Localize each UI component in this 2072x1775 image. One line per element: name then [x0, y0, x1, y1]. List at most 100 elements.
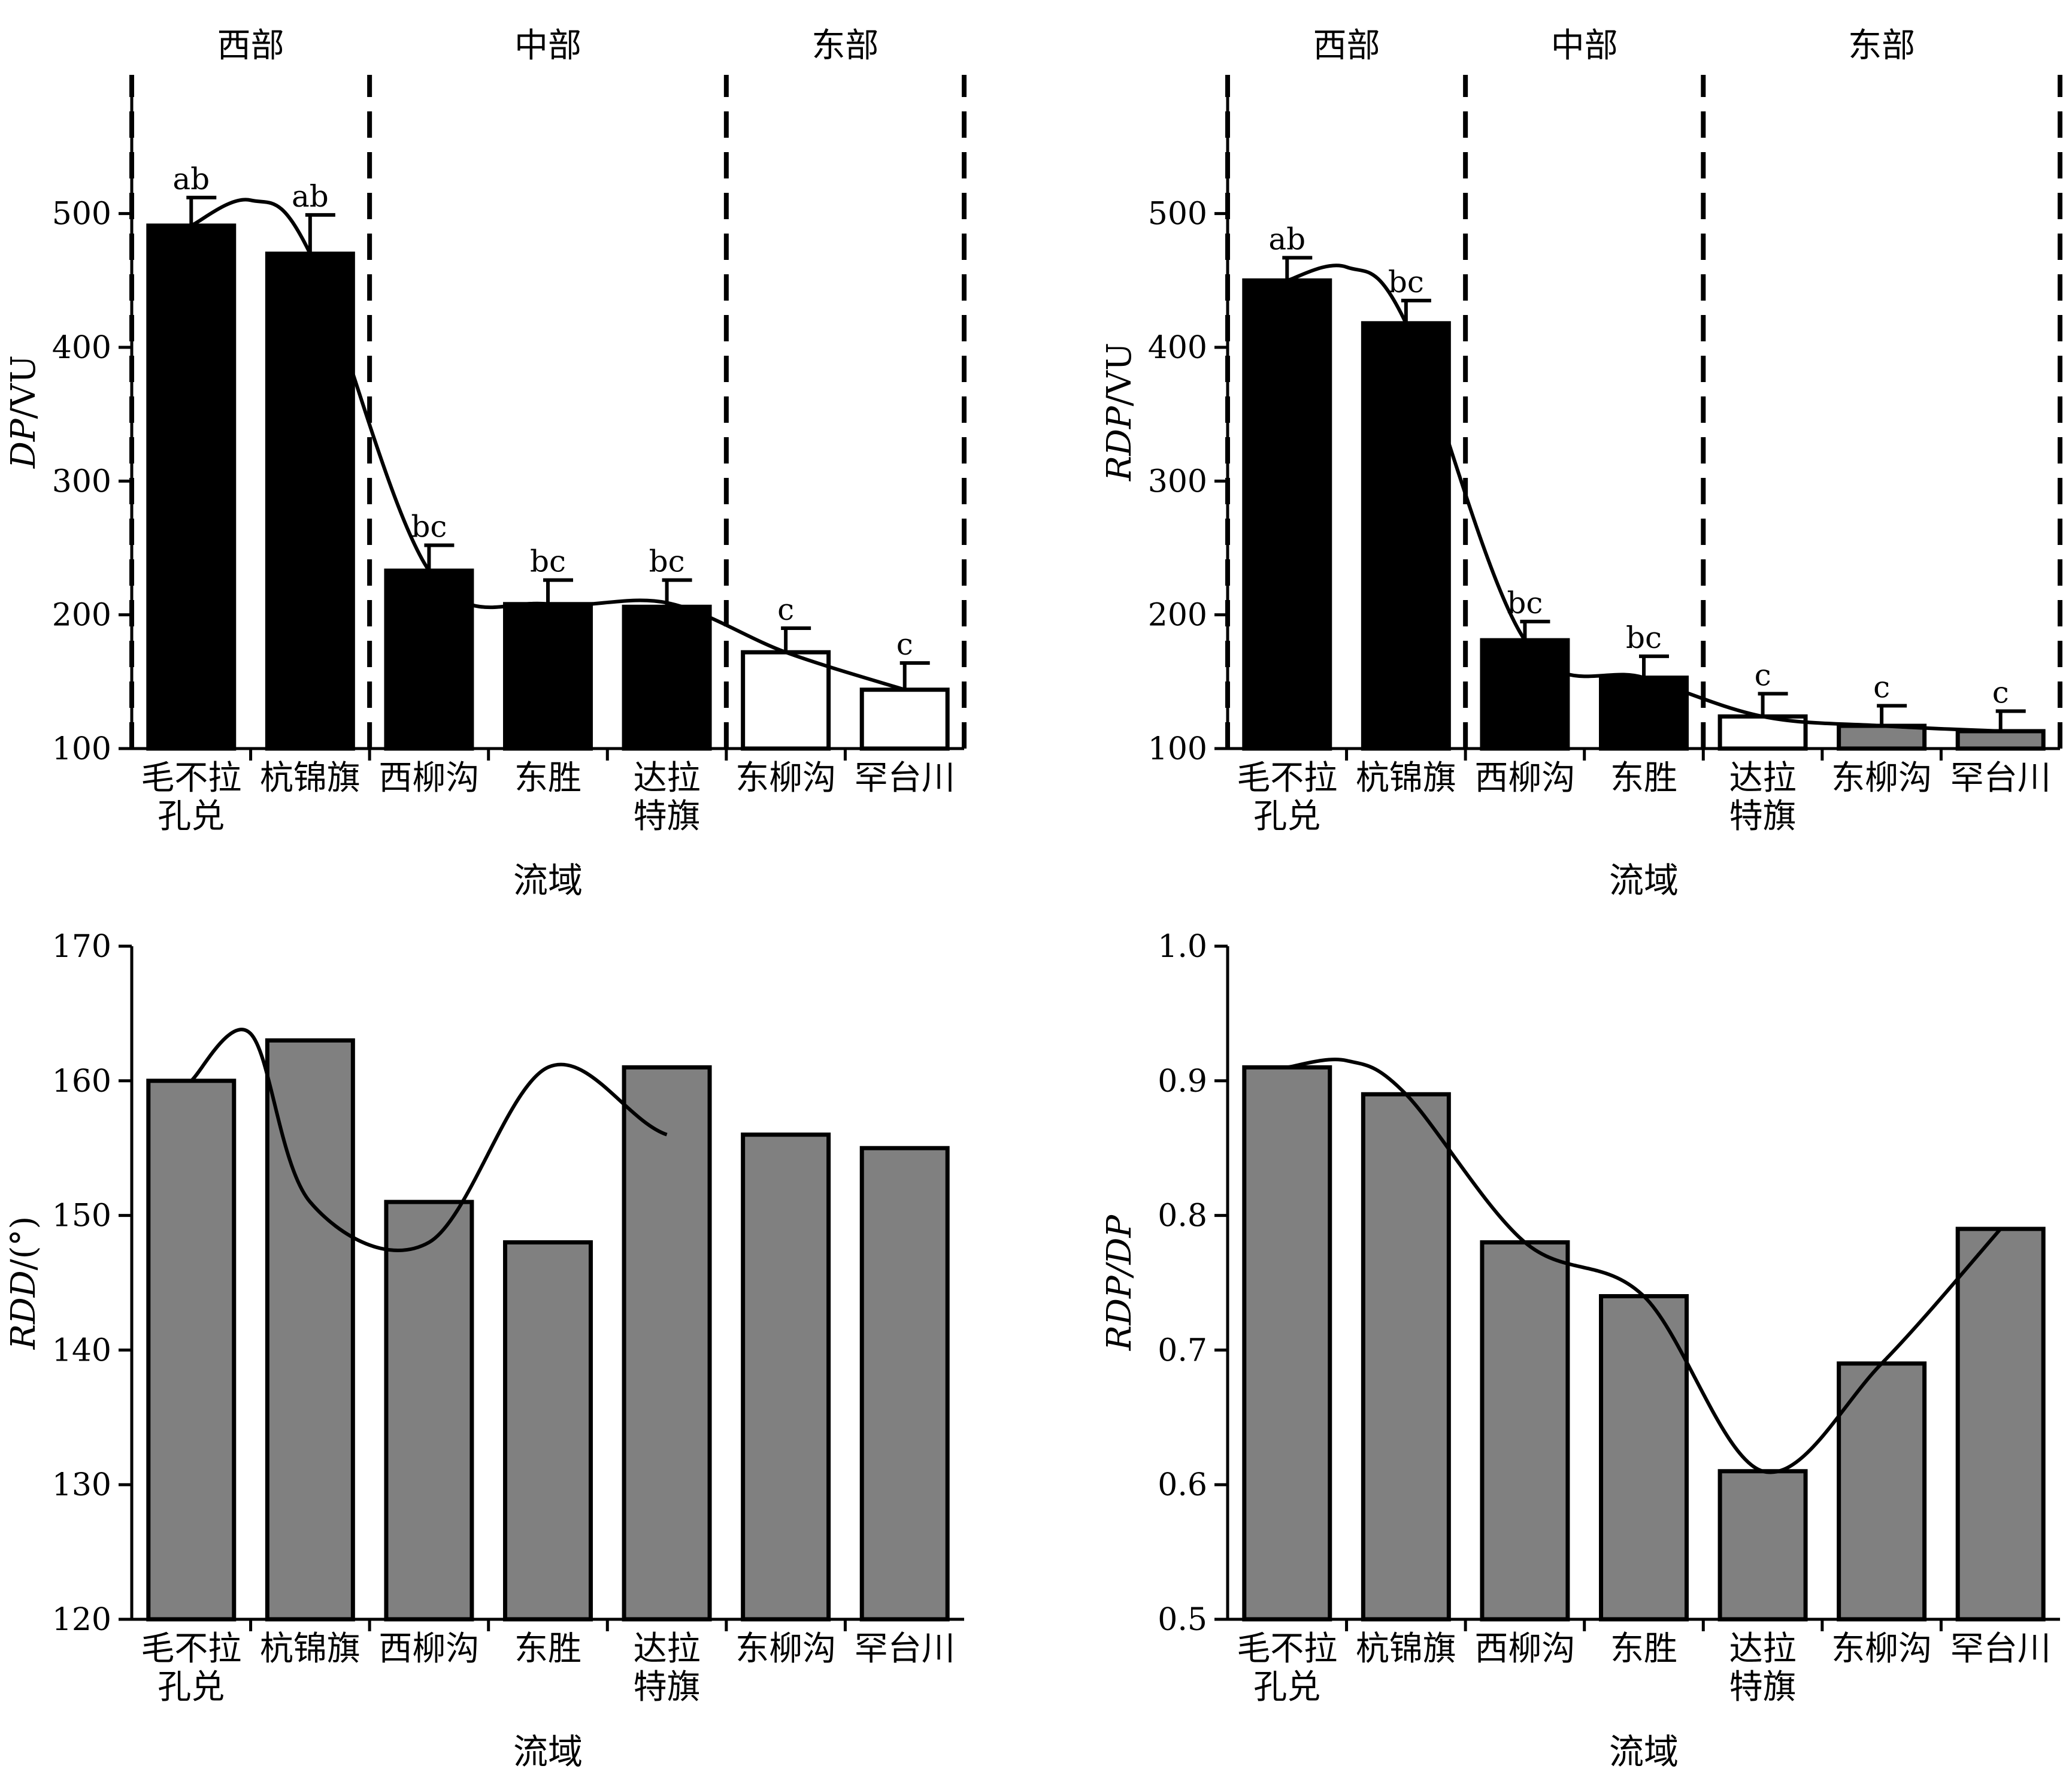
significance-letter: ab: [172, 162, 210, 196]
bar: [1837, 1361, 1927, 1622]
bar: [1361, 1092, 1451, 1622]
significance-letter: bc: [649, 544, 685, 579]
y-axis-label-suffix: /VU: [1100, 343, 1139, 407]
y-tick-label: 170: [52, 929, 111, 965]
y-axis-label-italic: RDP: [1100, 405, 1139, 481]
y-axis-label-suffix: /VU: [4, 355, 43, 419]
significance-letter: ab: [1268, 222, 1305, 256]
category-label: 特旗: [1729, 1668, 1797, 1707]
bar: [1242, 1065, 1332, 1622]
category-label: 东胜: [1610, 1629, 1677, 1668]
category-label: 东柳沟: [1831, 1629, 1932, 1668]
y-tick-label: 100: [52, 731, 111, 767]
trend-line: [1286, 1058, 2002, 1474]
significance-letter: bc: [1388, 265, 1424, 299]
category-label: 罕台川: [855, 1629, 955, 1668]
category-label: 毛不拉: [141, 1629, 241, 1668]
bar: [384, 568, 474, 751]
category-label: 东柳沟: [735, 759, 836, 798]
y-tick-label: 0.7: [1158, 1332, 1207, 1368]
category-label: 杭锦旗: [260, 1629, 361, 1668]
y-tick-label: 120: [52, 1602, 111, 1638]
category-label: 杭锦旗: [260, 759, 361, 798]
bar: [1955, 1226, 2046, 1622]
bar: [1480, 638, 1570, 751]
y-tick-label: 300: [52, 464, 111, 499]
bar: [741, 650, 831, 751]
category-label: 达拉: [1729, 1629, 1797, 1668]
bar: [503, 602, 593, 751]
y-axis-label: RDP/VU: [1100, 343, 1139, 481]
bar: [859, 687, 950, 751]
bar: [1717, 1469, 1808, 1622]
y-axis-label-italic: RDP/DP: [1100, 1214, 1139, 1352]
y-tick-label: 150: [52, 1198, 111, 1234]
category-label: 达拉: [634, 1629, 701, 1668]
panel-dp: 100 200 300 400 500 ab ab bc bc bc c c 西部 中部 东部毛不拉孔兑杭锦…: [4, 26, 967, 901]
bar: [622, 604, 712, 751]
y-tick-label: 400: [52, 330, 111, 366]
y-axis-label-italic: RDD: [4, 1270, 43, 1350]
category-label: 东胜: [514, 1629, 581, 1668]
y-axis-label-suffix: /(°): [4, 1216, 43, 1271]
category-label: 特旗: [634, 797, 701, 836]
category-label: 罕台川: [1950, 759, 2051, 798]
category-label: 西柳沟: [378, 759, 479, 798]
bar: [622, 1065, 712, 1622]
bar: [1480, 1240, 1570, 1622]
y-tick-label: 130: [52, 1467, 111, 1503]
x-axis-label: 流域: [1609, 1731, 1679, 1772]
y-axis-label: RDD/(°): [4, 1216, 43, 1350]
category-label: 孔兑: [1253, 797, 1320, 836]
y-tick-label: 0.6: [1158, 1467, 1207, 1503]
category-label: 杭锦旗: [1356, 1629, 1456, 1668]
category-label: 东胜: [514, 759, 581, 798]
category-label: 西柳沟: [378, 1629, 479, 1668]
category-label: 罕台川: [855, 759, 955, 798]
y-tick-label: 300: [1148, 464, 1207, 499]
category-label: 孔兑: [1253, 1668, 1320, 1707]
significance-letter: bc: [411, 510, 447, 544]
y-tick-label: 0.9: [1158, 1064, 1207, 1099]
category-label: 毛不拉: [141, 759, 241, 798]
category-label: 东胜: [1610, 759, 1677, 798]
category-label: 东柳沟: [735, 1629, 836, 1668]
bar: [741, 1132, 831, 1622]
significance-letter: c: [896, 627, 913, 662]
significance-letter: c: [777, 592, 794, 627]
trend-line: [190, 1028, 668, 1252]
significance-letter: bc: [1507, 586, 1543, 620]
y-tick-label: 400: [1148, 330, 1207, 366]
bar: [1837, 723, 1927, 751]
significance-letter: c: [1992, 675, 2009, 710]
significance-letter: bc: [1626, 620, 1662, 655]
category-label: 东柳沟: [1831, 759, 1932, 798]
category-label: 特旗: [1729, 797, 1797, 836]
y-tick-label: 1.0: [1158, 929, 1207, 965]
bar: [1955, 729, 2046, 751]
panel-rdp: 100 200 300 400 500 ab bc bc bc c c c 西部 中部 东部毛不拉孔兑杭锦旗…: [1100, 26, 2062, 901]
bar: [1599, 676, 1689, 751]
region-label: 西部: [1313, 26, 1380, 65]
significance-letter: bc: [530, 544, 566, 579]
bar: [146, 223, 237, 751]
category-label: 孔兑: [157, 797, 225, 836]
region-label: 东部: [811, 26, 879, 65]
y-tick-label: 200: [1148, 598, 1207, 634]
category-label: 达拉: [1729, 759, 1797, 798]
y-axis-label-italic: DP: [4, 418, 43, 469]
x-axis-label: 流域: [1609, 860, 1679, 901]
y-tick-label: 100: [1148, 731, 1207, 767]
bar: [1599, 1294, 1689, 1622]
trend-line: [1286, 263, 2001, 733]
y-tick-label: 160: [52, 1064, 111, 1099]
region-label: 中部: [1551, 26, 1618, 65]
trend-line: [190, 198, 905, 692]
y-axis-label: DP/VU: [4, 355, 43, 469]
bar: [265, 252, 355, 751]
category-label: 孔兑: [157, 1668, 225, 1707]
bar: [1361, 321, 1451, 751]
